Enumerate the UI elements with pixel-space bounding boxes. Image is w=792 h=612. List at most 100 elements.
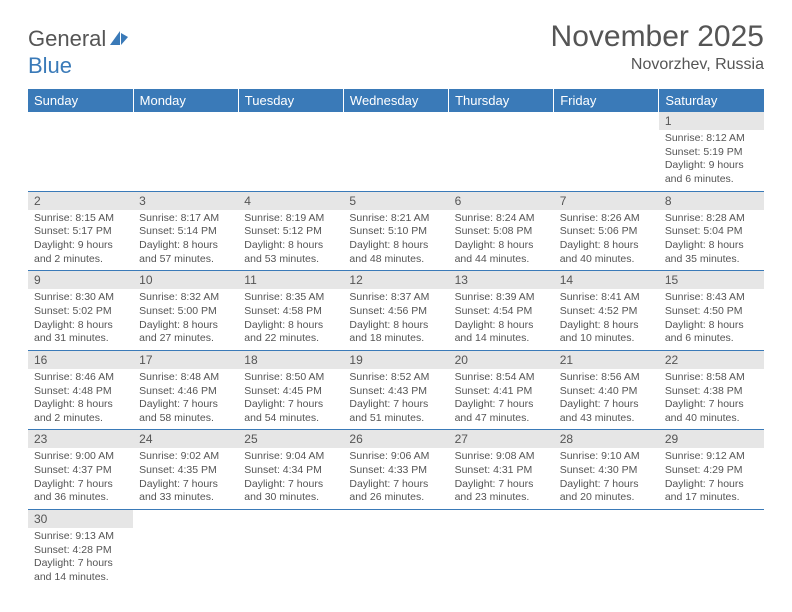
sunrise-text: Sunrise: 8:12 AM [665, 132, 758, 146]
day-number: 15 [659, 271, 764, 289]
month-title: November 2025 [551, 20, 764, 54]
calendar-cell: 14Sunrise: 8:41 AMSunset: 4:52 PMDayligh… [554, 271, 659, 351]
sail-icon [108, 27, 130, 53]
sunrise-text: Sunrise: 9:08 AM [455, 450, 548, 464]
day-number: 13 [449, 271, 554, 289]
day-number: 2 [28, 192, 133, 210]
sunset-text: Sunset: 5:14 PM [139, 225, 232, 239]
day-details: Sunrise: 9:10 AMSunset: 4:30 PMDaylight:… [554, 448, 659, 509]
daylight-text: Daylight: 7 hours and 36 minutes. [34, 478, 127, 505]
sunrise-text: Sunrise: 8:19 AM [244, 212, 337, 226]
sunrise-text: Sunrise: 8:24 AM [455, 212, 548, 226]
day-number: 30 [28, 510, 133, 528]
calendar-cell: 13 Sunrise: 8:39 AMSunset: 4:54 PMDayligh… [449, 271, 554, 351]
sunset-text: Sunset: 4:50 PM [665, 305, 758, 319]
sunset-text: Sunset: 4:35 PM [139, 464, 232, 478]
day-number: 8 [659, 192, 764, 210]
day-details: Sunrise: 8:30 AMSunset: 5:02 PMDaylight:… [28, 289, 133, 350]
day-number: 5 [343, 192, 448, 210]
sunset-text: Sunset: 4:34 PM [244, 464, 337, 478]
day-number: 3 [133, 192, 238, 210]
sunset-text: Sunset: 5:19 PM [665, 146, 758, 160]
sunrise-text: Sunrise: 8:17 AM [139, 212, 232, 226]
day-details: Sunrise: 8:26 AMSunset: 5:06 PMDaylight:… [554, 210, 659, 271]
calendar-cell: 18Sunrise: 8:50 AMSunset: 4:45 PMDayligh… [238, 350, 343, 430]
calendar-cell [659, 510, 764, 589]
day-number: 20 [449, 351, 554, 369]
calendar-cell: 20Sunrise: 8:54 AMSunset: 4:41 PMDayligh… [449, 350, 554, 430]
day-number: 28 [554, 430, 659, 448]
daylight-text: Daylight: 7 hours and 23 minutes. [455, 478, 548, 505]
sunrise-text: Sunrise: 8:54 AM [455, 371, 548, 385]
sunrise-text: Sunrise: 8:48 AM [139, 371, 232, 385]
daylight-text: Daylight: 7 hours and 51 minutes. [349, 398, 442, 425]
sunrise-text: Sunrise: 8:43 AM [665, 291, 758, 305]
sunset-text: Sunset: 4:37 PM [34, 464, 127, 478]
day-details: Sunrise: 8:56 AMSunset: 4:40 PMDaylight:… [554, 369, 659, 430]
sunrise-text: Sunrise: 8:15 AM [34, 212, 127, 226]
calendar-cell [133, 510, 238, 589]
sunset-text: Sunset: 4:40 PM [560, 385, 653, 399]
sunset-text: Sunset: 4:56 PM [349, 305, 442, 319]
calendar-cell: 15Sunrise: 8:43 AMSunset: 4:50 PMDayligh… [659, 271, 764, 351]
calendar-row: 30Sunrise: 9:13 AMSunset: 4:28 PMDayligh… [28, 510, 764, 589]
day-number: 9 [28, 271, 133, 289]
sunset-text: Sunset: 5:00 PM [139, 305, 232, 319]
daylight-text: Daylight: 8 hours and 27 minutes. [139, 319, 232, 346]
day-number: 10 [133, 271, 238, 289]
sunrise-text: Sunrise: 9:04 AM [244, 450, 337, 464]
sunset-text: Sunset: 4:54 PM [455, 305, 548, 319]
sunrise-text: Sunrise: 8:41 AM [560, 291, 653, 305]
daylight-text: Daylight: 7 hours and 54 minutes. [244, 398, 337, 425]
sunset-text: Sunset: 4:45 PM [244, 385, 337, 399]
weekday-header: Monday [133, 89, 238, 112]
day-details: Sunrise: 8:32 AMSunset: 5:00 PMDaylight:… [133, 289, 238, 350]
logo: GeneralBlue [28, 20, 130, 79]
daylight-text: Daylight: 7 hours and 17 minutes. [665, 478, 758, 505]
day-details: Sunrise: 8:12 AMSunset: 5:19 PMDaylight:… [659, 130, 764, 191]
day-details: Sunrise: 9:08 AMSunset: 4:31 PMDaylight:… [449, 448, 554, 509]
day-details: Sunrise: 8:58 AMSunset: 4:38 PMDaylight:… [659, 369, 764, 430]
daylight-text: Daylight: 7 hours and 33 minutes. [139, 478, 232, 505]
calendar-row: 1Sunrise: 8:12 AMSunset: 5:19 PMDaylight… [28, 112, 764, 191]
calendar-cell: 26Sunrise: 9:06 AMSunset: 4:33 PMDayligh… [343, 430, 448, 510]
sunset-text: Sunset: 4:52 PM [560, 305, 653, 319]
weekday-header: Tuesday [238, 89, 343, 112]
day-details: Sunrise: 8:19 AMSunset: 5:12 PMDaylight:… [238, 210, 343, 271]
day-details: Sunrise: 8:17 AMSunset: 5:14 PMDaylight:… [133, 210, 238, 271]
header: GeneralBlue November 2025 Novorzhev, Rus… [28, 20, 764, 79]
daylight-text: Daylight: 7 hours and 14 minutes. [34, 557, 127, 584]
daylight-text: Daylight: 8 hours and 14 minutes. [455, 319, 548, 346]
sunrise-text: Sunrise: 8:56 AM [560, 371, 653, 385]
daylight-text: Daylight: 8 hours and 31 minutes. [34, 319, 127, 346]
calendar-cell: 17Sunrise: 8:48 AMSunset: 4:46 PMDayligh… [133, 350, 238, 430]
sunrise-text: Sunrise: 9:06 AM [349, 450, 442, 464]
daylight-text: Daylight: 7 hours and 20 minutes. [560, 478, 653, 505]
day-number: 26 [343, 430, 448, 448]
calendar-cell: 4Sunrise: 8:19 AMSunset: 5:12 PMDaylight… [238, 191, 343, 271]
sunrise-text: Sunrise: 8:39 AM [455, 291, 548, 305]
day-number: 17 [133, 351, 238, 369]
logo-text-blue: Blue [28, 53, 72, 78]
daylight-text: Daylight: 8 hours and 53 minutes. [244, 239, 337, 266]
calendar-cell: 30Sunrise: 9:13 AMSunset: 4:28 PMDayligh… [28, 510, 133, 589]
sunrise-text: Sunrise: 9:12 AM [665, 450, 758, 464]
day-details: Sunrise: 9:13 AMSunset: 4:28 PMDaylight:… [28, 528, 133, 589]
logo-text-gray: General [28, 26, 106, 51]
calendar-table: SundayMondayTuesdayWednesdayThursdayFrid… [28, 89, 764, 588]
sunrise-text: Sunrise: 9:00 AM [34, 450, 127, 464]
calendar-body: 1Sunrise: 8:12 AMSunset: 5:19 PMDaylight… [28, 112, 764, 588]
sunset-text: Sunset: 4:46 PM [139, 385, 232, 399]
day-number: 24 [133, 430, 238, 448]
calendar-cell [449, 510, 554, 589]
day-details: Sunrise: 8:50 AMSunset: 4:45 PMDaylight:… [238, 369, 343, 430]
day-number: 7 [554, 192, 659, 210]
day-number: 1 [659, 112, 764, 130]
daylight-text: Daylight: 7 hours and 47 minutes. [455, 398, 548, 425]
calendar-row: 16Sunrise: 8:46 AMSunset: 4:48 PMDayligh… [28, 350, 764, 430]
daylight-text: Daylight: 8 hours and 22 minutes. [244, 319, 337, 346]
daylight-text: Daylight: 8 hours and 57 minutes. [139, 239, 232, 266]
calendar-cell [554, 112, 659, 191]
sunset-text: Sunset: 5:17 PM [34, 225, 127, 239]
sunrise-text: Sunrise: 8:37 AM [349, 291, 442, 305]
